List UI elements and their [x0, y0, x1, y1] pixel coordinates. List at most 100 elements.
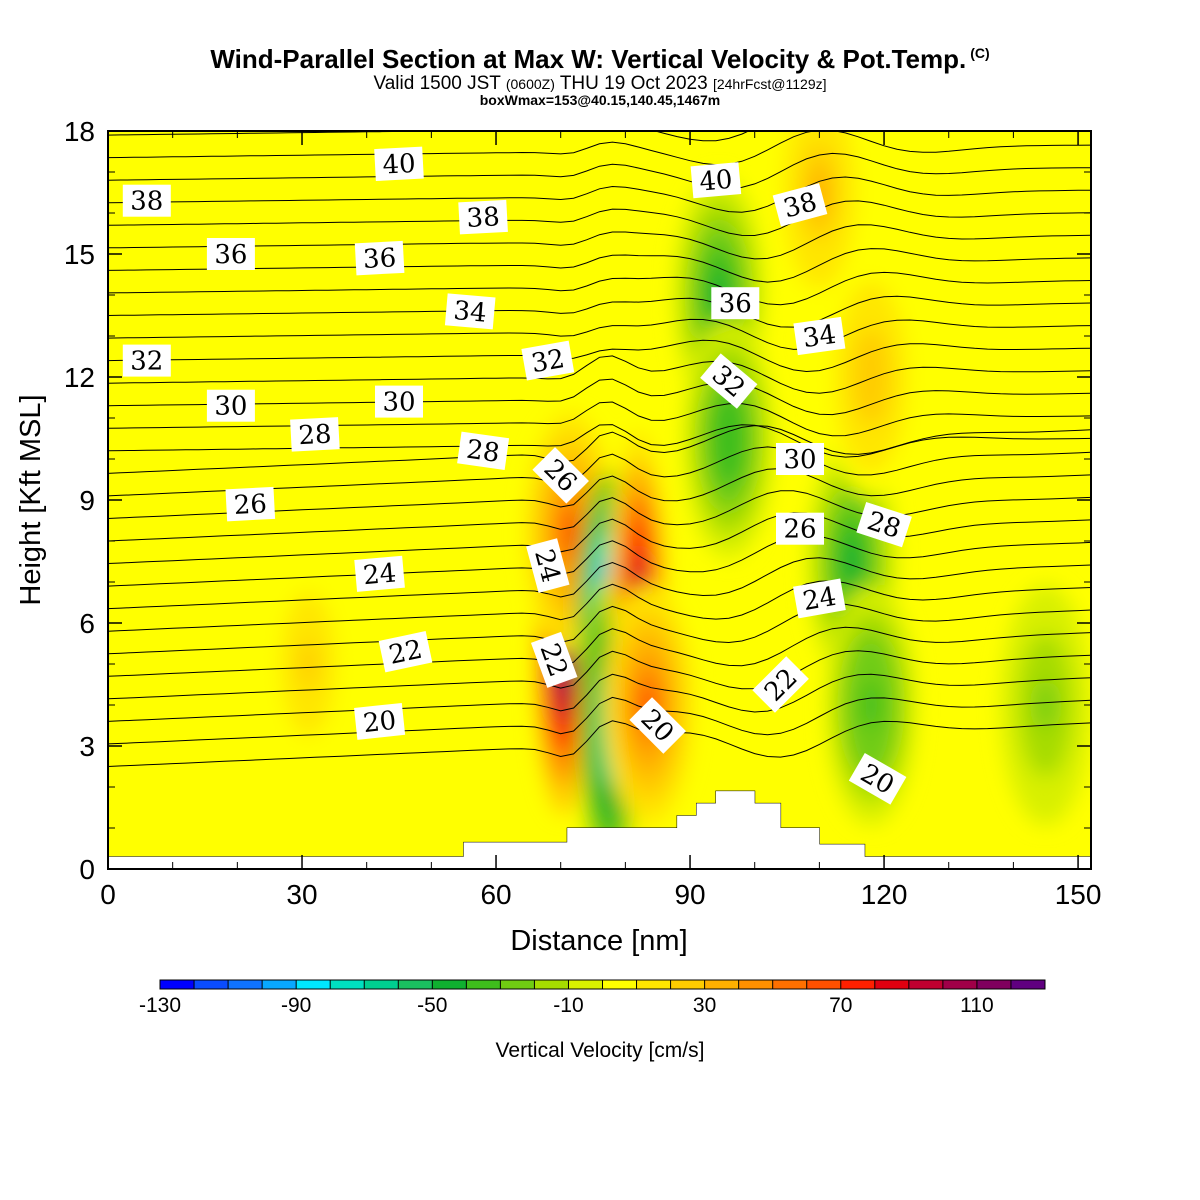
contour-label-box [690, 162, 742, 199]
box-max-info: boxWmax=153@40.15,140.45,1467m [479, 92, 721, 108]
contour-label-box [354, 240, 405, 276]
contour-label: 40 [374, 146, 424, 182]
colorbar-swatch [500, 980, 535, 989]
contour-label-box [521, 340, 575, 381]
contour-label: 36 [354, 240, 405, 276]
contour-label-text: 30 [214, 392, 247, 422]
utc-time: (0600Z) [505, 76, 555, 92]
contour-label: 40 [690, 162, 742, 199]
theta-contour-line [108, 557, 1091, 610]
contour-label-box [206, 389, 255, 422]
contour-label: 22 [530, 631, 578, 688]
contour-label-text: 34 [801, 320, 838, 354]
contour-label-text: 38 [130, 187, 163, 217]
w-cell-updraft [862, 353, 881, 401]
contour-label-box [711, 287, 760, 320]
y-tick-label: 3 [79, 731, 95, 762]
theta-contour-line [108, 650, 1091, 700]
colorbar-tick-label: 30 [693, 994, 716, 1017]
contour-label-box [532, 447, 589, 504]
theta-contour-line [108, 580, 1091, 632]
contour-label-text: 36 [362, 243, 397, 275]
contour-label: 38 [458, 199, 508, 235]
contour-label-box [793, 316, 846, 356]
colorbar-tick-label: 70 [829, 994, 852, 1017]
contour-label-box [458, 199, 508, 235]
colorbar-swatch [534, 980, 569, 989]
theta-contour-line [108, 152, 1091, 190]
contour-label: 24 [354, 555, 405, 592]
contour-label-text: 32 [130, 347, 163, 377]
theta-contour-line [108, 339, 1091, 373]
theta-contour-line [108, 603, 1091, 655]
colorbar-title: Vertical Velocity [cm/s] [496, 1039, 705, 1062]
y-tick-label: 6 [79, 608, 95, 639]
contour-label-box [792, 578, 846, 619]
contour-label-box [772, 183, 828, 227]
vertical-velocity-field [263, 131, 1091, 869]
valid-date: THU 19 Oct 2023 [559, 73, 708, 94]
colorbar-tick-label: -130 [139, 994, 181, 1017]
chart-title: Wind-Parallel Section at Max W: Vertical… [0, 44, 1200, 75]
colorbar-swatch [738, 980, 774, 989]
contour-label: 26 [776, 512, 824, 545]
contour-label: 30 [206, 389, 255, 422]
colorbar-swatch [874, 980, 910, 989]
colorbar-swatch [976, 980, 1012, 989]
contour-label-text: 26 [233, 489, 268, 521]
contour-label: 32 [521, 340, 575, 381]
colorbar-swatch [364, 980, 399, 989]
contour-label: 34 [444, 293, 496, 330]
theta-contour-line [108, 401, 1091, 437]
x-tick-label: 90 [674, 879, 705, 910]
y-tick-label: 18 [64, 116, 95, 147]
w-cell-downdraft [1036, 681, 1055, 729]
x-axis-title: Distance [nm] [510, 925, 687, 957]
contour-label-text: 36 [214, 240, 247, 270]
contour-label-box [375, 385, 423, 418]
terrain [108, 791, 1091, 869]
colorbar-swatch [194, 980, 229, 989]
colorbar-tick-label: -90 [281, 994, 311, 1017]
colorbar-swatch [568, 980, 603, 989]
y-tick-label: 0 [79, 854, 95, 885]
contour-label-text: 34 [452, 296, 488, 329]
y-axis-title: Height [Kft MSL] [15, 394, 47, 605]
contour-label-box [856, 501, 912, 548]
theta-contour-line [108, 626, 1091, 677]
contour-label: 20 [354, 702, 406, 740]
contour-label-box [752, 656, 809, 713]
colorbar-swatch [636, 980, 672, 989]
y-tick-label: 9 [79, 485, 95, 516]
contour-label-box [378, 631, 433, 673]
colorbar-swatch [942, 980, 978, 989]
contour-label: 36 [206, 238, 255, 270]
contour-label-box [848, 752, 907, 805]
colorbar-swatch [228, 980, 263, 989]
contour-label: 28 [856, 501, 912, 548]
colorbar-swatch [670, 980, 706, 989]
colorbar-swatch [432, 980, 467, 989]
theta-contour-line [108, 224, 1091, 260]
theta-contour-line [108, 534, 1091, 587]
contour-label-box [700, 353, 758, 409]
theta-contour-line [108, 271, 1091, 306]
title-text: Wind-Parallel Section at Max W: Vertical… [210, 44, 967, 74]
theta-contour-line [108, 425, 1091, 474]
contour-label-box [526, 538, 570, 593]
contour-label: 38 [122, 184, 171, 217]
colorbar-swatch [806, 980, 842, 989]
x-tick-label: 150 [1055, 879, 1102, 910]
contour-label-text: 40 [698, 165, 734, 198]
theta-contour-line [108, 490, 1091, 542]
contour-label-text: 20 [362, 706, 398, 739]
theta-contour-line [108, 248, 1091, 283]
theta-contour-line [108, 355, 1091, 394]
colorbar: -130 -90 -50 -10 30 70 110 [139, 979, 1046, 1017]
colorbar-swatch [160, 980, 195, 989]
contour-label-box [122, 184, 171, 217]
w-cell-downdraft [842, 537, 861, 586]
